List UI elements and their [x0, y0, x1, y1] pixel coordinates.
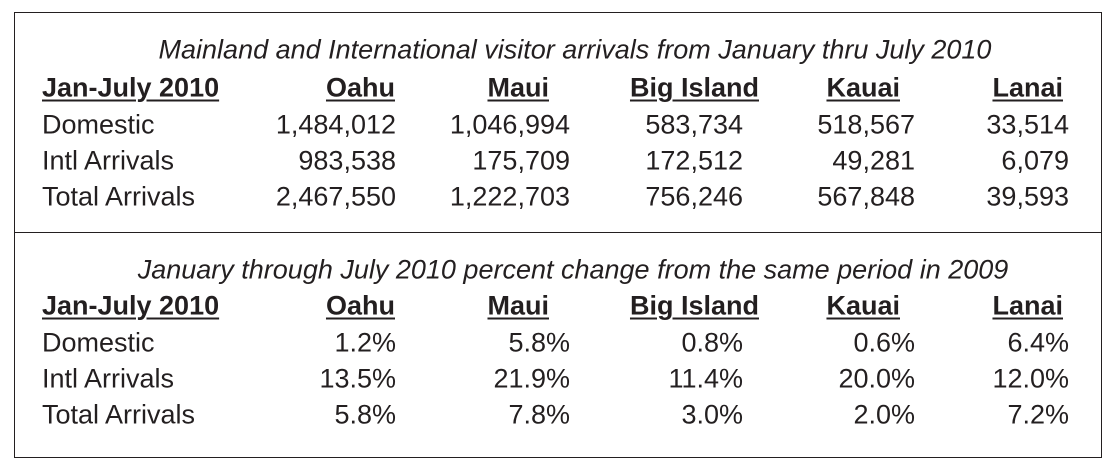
- row-label: Domestic: [42, 327, 155, 358]
- row-label: Intl Arrivals: [42, 145, 175, 176]
- cell: 12.0%: [992, 363, 1069, 394]
- row-label: Domestic: [42, 109, 155, 140]
- header-cell: Lanai: [992, 72, 1063, 103]
- cell: 1,222,703: [449, 181, 570, 212]
- header-cell: Jan-July 2010: [42, 72, 220, 103]
- border: [14, 12, 1102, 458]
- row-label: Total Arrivals: [42, 181, 196, 212]
- cell: 1.2%: [334, 327, 396, 358]
- cell: 49,281: [832, 145, 915, 176]
- divider: [14, 232, 1102, 233]
- cell: 5.8%: [334, 399, 396, 430]
- cell: 583,734: [645, 109, 743, 140]
- cell: 172,512: [645, 145, 743, 176]
- cell: 5.8%: [508, 327, 570, 358]
- cell: 2.0%: [853, 399, 915, 430]
- header-cell: Kauai: [826, 72, 900, 103]
- header-cell: Lanai: [992, 290, 1063, 321]
- row-label: Total Arrivals: [42, 399, 196, 430]
- cell: 7.2%: [1007, 399, 1069, 430]
- cell: 21.9%: [493, 363, 570, 394]
- cell: 3.0%: [681, 399, 743, 430]
- header-cell: Jan-July 2010: [42, 290, 220, 321]
- table-title: January through July 2010 percent change…: [137, 254, 1009, 285]
- header-cell: Big Island: [629, 290, 759, 321]
- cell: 567,848: [817, 181, 915, 212]
- cell: 175,709: [472, 145, 570, 176]
- cell: 0.8%: [681, 327, 743, 358]
- cell: 0.6%: [853, 327, 915, 358]
- cell: 1,046,994: [449, 109, 570, 140]
- cell: 20.0%: [838, 363, 915, 394]
- cell: 7.8%: [508, 399, 570, 430]
- cell: 13.5%: [319, 363, 396, 394]
- header-cell: Kauai: [826, 290, 900, 321]
- cell: 1,484,012: [275, 109, 396, 140]
- cell: 11.4%: [668, 363, 743, 394]
- row-label: Intl Arrivals: [42, 363, 175, 394]
- header-cell: Big Island: [629, 72, 759, 103]
- header-cell: Maui: [487, 72, 549, 103]
- table-title: Mainland and International visitor arriv…: [158, 34, 992, 65]
- cell: 6,079: [1001, 145, 1069, 176]
- cell: 6.4%: [1007, 327, 1069, 358]
- header-cell: Oahu: [325, 72, 395, 103]
- cell: 2,467,550: [275, 181, 396, 212]
- cell: 39,593: [986, 181, 1069, 212]
- header-cell: Maui: [487, 290, 549, 321]
- cell: 518,567: [817, 109, 915, 140]
- cell: 33,514: [986, 109, 1069, 140]
- cell: 983,538: [298, 145, 396, 176]
- header-cell: Oahu: [325, 290, 395, 321]
- cell: 756,246: [645, 181, 743, 212]
